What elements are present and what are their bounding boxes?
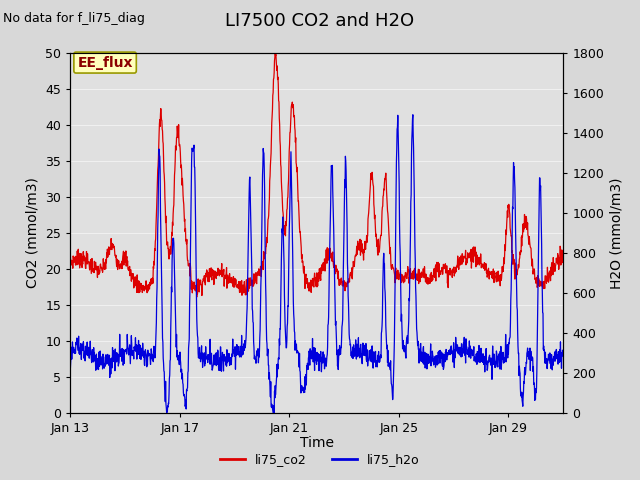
X-axis label: Time: Time: [300, 436, 334, 450]
Y-axis label: H2O (mmol/m3): H2O (mmol/m3): [610, 177, 623, 288]
Text: EE_flux: EE_flux: [77, 56, 133, 70]
Legend: li75_co2, li75_h2o: li75_co2, li75_h2o: [215, 448, 425, 471]
Y-axis label: CO2 (mmol/m3): CO2 (mmol/m3): [26, 178, 40, 288]
Text: LI7500 CO2 and H2O: LI7500 CO2 and H2O: [225, 12, 415, 30]
Text: No data for f_li75_diag: No data for f_li75_diag: [3, 12, 145, 25]
